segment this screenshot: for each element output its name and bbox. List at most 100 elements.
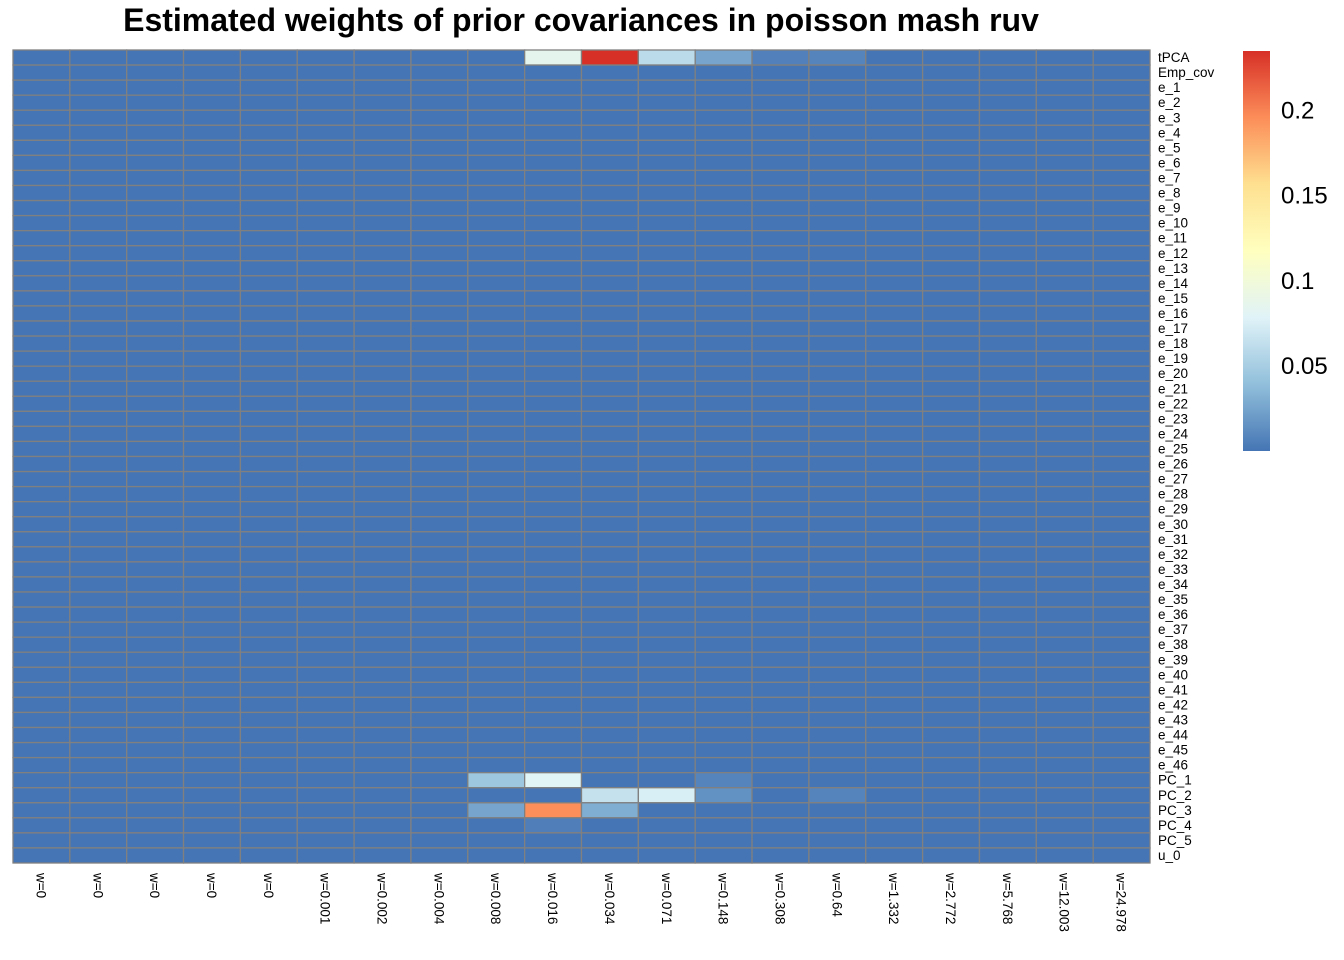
heatmap-cell <box>12 681 71 699</box>
heatmap-cell <box>467 485 526 503</box>
heatmap-cell <box>751 817 810 834</box>
heatmap-cell <box>12 576 71 593</box>
heatmap-cell <box>637 516 696 533</box>
heatmap-cell <box>751 124 810 141</box>
heatmap-cell <box>637 817 696 834</box>
heatmap-cell <box>1035 787 1094 804</box>
heatmap-cell <box>808 395 867 412</box>
heatmap-cell <box>1035 531 1094 548</box>
heatmap-cell <box>921 275 981 292</box>
heatmap-cell <box>353 772 412 789</box>
heatmap-cell <box>637 260 696 277</box>
heatmap-cell <box>1035 666 1094 683</box>
heatmap-cell <box>808 711 867 729</box>
heatmap-cell <box>921 711 981 729</box>
heatmap-cell <box>182 802 242 819</box>
heatmap-cell <box>524 184 583 202</box>
heatmap-cell <box>1035 365 1094 382</box>
heatmap-cell <box>694 621 753 638</box>
heatmap-cell <box>808 546 867 563</box>
heatmap-cell <box>751 380 810 397</box>
row-label: e_5 <box>1158 140 1181 155</box>
heatmap-cell <box>69 501 128 518</box>
heatmap-cell <box>182 561 242 578</box>
heatmap-cell <box>808 184 867 202</box>
heatmap-cell <box>808 275 867 292</box>
heatmap-cell <box>865 230 924 247</box>
heatmap-cell <box>580 847 639 864</box>
heatmap-cell <box>580 817 639 834</box>
heatmap-cell <box>182 847 242 864</box>
heatmap-cell <box>921 666 981 683</box>
heatmap-cell <box>467 546 526 563</box>
heatmap-cell <box>637 636 696 653</box>
heatmap-cell <box>1092 245 1151 262</box>
heatmap-cell <box>808 290 867 307</box>
heatmap-cell <box>1035 109 1094 126</box>
heatmap-cell <box>12 350 71 367</box>
heatmap-cell <box>182 756 242 774</box>
heatmap-cell <box>126 741 185 759</box>
heatmap-cell <box>978 546 1037 563</box>
heatmap-cell <box>467 290 526 307</box>
heatmap-cell <box>978 94 1037 111</box>
heatmap-cell <box>694 139 753 157</box>
heatmap-cell <box>296 275 355 292</box>
heatmap-cell <box>580 380 639 397</box>
heatmap-cell <box>580 501 639 518</box>
heatmap-cell <box>865 49 924 66</box>
column-label: w=0.64 <box>829 872 844 917</box>
heatmap-cell <box>1092 230 1151 247</box>
heatmap-cell <box>239 440 298 458</box>
heatmap-cell <box>410 711 469 729</box>
heatmap-cell <box>694 230 753 247</box>
heatmap-cell <box>1092 636 1151 653</box>
heatmap-cell <box>694 696 753 714</box>
heatmap-cell <box>12 199 71 217</box>
heatmap-cell <box>637 681 696 699</box>
heatmap-cell <box>182 64 242 81</box>
heatmap-cell <box>296 516 355 533</box>
heatmap-cell <box>751 320 810 337</box>
heatmap-cell <box>239 64 298 81</box>
heatmap-cell <box>353 214 412 232</box>
heatmap-cell <box>751 531 810 548</box>
heatmap-cell <box>580 290 639 307</box>
heatmap-cell <box>239 485 298 503</box>
heatmap-cell <box>524 169 583 187</box>
heatmap-cell <box>1035 756 1094 774</box>
heatmap-cell <box>1092 139 1151 157</box>
heatmap-cell <box>353 711 412 729</box>
heatmap-cell <box>751 139 810 157</box>
heatmap-cell <box>353 64 412 81</box>
heatmap-cell <box>808 305 867 322</box>
heatmap-cell <box>637 305 696 322</box>
heatmap-cell <box>808 320 867 337</box>
heatmap-cell <box>865 440 924 458</box>
heatmap-cell <box>751 94 810 111</box>
heatmap-cell <box>978 245 1037 262</box>
heatmap-cell <box>637 124 696 141</box>
heatmap-cell <box>580 154 639 172</box>
heatmap-cell <box>69 184 128 202</box>
row-label: e_24 <box>1158 426 1189 441</box>
heatmap-cell <box>239 681 298 699</box>
heatmap-cell <box>978 139 1037 157</box>
heatmap-cell <box>751 802 810 819</box>
heatmap-cell <box>580 109 639 126</box>
heatmap-cell <box>1035 154 1094 172</box>
heatmap-cell <box>524 832 583 849</box>
heatmap-cell <box>751 169 810 187</box>
heatmap-cell <box>126 320 185 337</box>
heatmap-cell <box>751 305 810 322</box>
heatmap-cell <box>921 320 981 337</box>
heatmap-cell <box>69 832 128 849</box>
heatmap-cell <box>353 531 412 548</box>
heatmap-cell <box>182 787 242 804</box>
heatmap-cell <box>182 501 242 518</box>
heatmap-cell <box>410 199 469 217</box>
heatmap-cell <box>580 651 639 668</box>
heatmap-cell <box>978 711 1037 729</box>
heatmap-cell <box>751 425 810 443</box>
heatmap-cell <box>637 139 696 157</box>
